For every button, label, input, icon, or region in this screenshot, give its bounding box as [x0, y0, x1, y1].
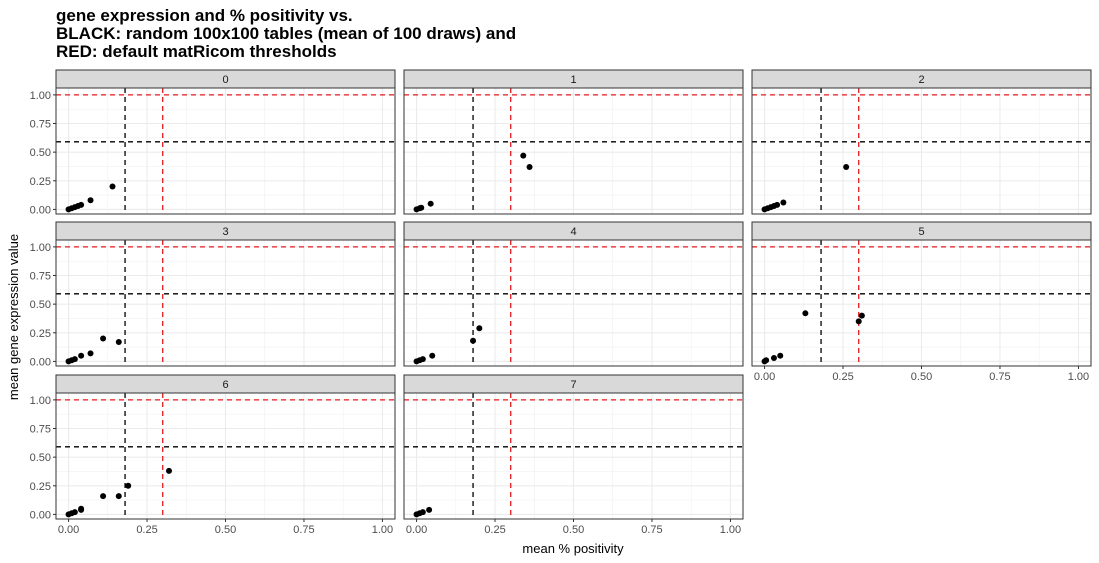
data-point: [777, 352, 784, 359]
x-tick-label: 0.00: [754, 371, 775, 383]
x-axis-title: mean % positivity: [522, 541, 624, 556]
facet-panel-0: 0 0.00 0.25 0.50 0.75 1.00: [30, 69, 396, 216]
data-point: [71, 509, 78, 516]
y-axis-title: mean gene expression value: [6, 234, 21, 400]
x-tick-label: 0.25: [484, 524, 505, 536]
facet-panel-3: 3 0.00 0.25 0.50 0.75 1.00: [30, 221, 396, 368]
y-tick-label: 0.00: [30, 509, 51, 521]
y-tick-label: 0.75: [30, 424, 51, 436]
data-point: [763, 357, 770, 364]
data-point: [526, 164, 533, 171]
panel-border: [751, 87, 1092, 215]
x-tick-label: 0.50: [215, 524, 236, 536]
data-point: [78, 352, 85, 359]
y-tick-label: 1.00: [30, 242, 51, 254]
data-point: [429, 352, 436, 359]
panel-border: [403, 239, 744, 367]
data-point: [78, 505, 85, 512]
facet-panel-2: 2: [751, 69, 1092, 215]
x-tick-label: 1.00: [1068, 371, 1089, 383]
panel-border: [403, 87, 744, 215]
x-tick-label: 0.75: [989, 371, 1010, 383]
facet-panel-6: 6 0.00 0.25 0.50 0.75 1.00 0.00 0.25 0.50 0.75 1.0…: [30, 374, 396, 536]
facet-strip-label: 3: [222, 226, 228, 238]
facet-strip-label: 5: [918, 226, 924, 238]
y-tick-label: 1.00: [30, 395, 51, 407]
y-tick-label: 0.00: [30, 204, 51, 216]
data-point: [419, 356, 426, 363]
chart-title-line-2: BLACK: random 100x100 tables (mean of 10…: [56, 24, 516, 43]
y-tick-label: 0.00: [30, 356, 51, 368]
data-point: [78, 201, 85, 208]
data-point: [125, 482, 132, 489]
x-tick-label: 0.75: [293, 524, 314, 536]
facet-panel-7: 7 0.00 0.25 0.50 0.75 1.00: [403, 374, 744, 536]
data-point: [115, 493, 122, 500]
data-point: [109, 183, 116, 190]
panel-border: [55, 87, 396, 215]
x-tick-label: 0.00: [58, 524, 79, 536]
data-point: [100, 335, 107, 342]
facet-strip-label: 7: [570, 379, 576, 391]
y-tick-label: 0.75: [30, 119, 51, 131]
y-tick-label: 0.50: [30, 147, 51, 159]
facet-strip-label: 1: [570, 74, 576, 86]
x-tick-label: 1.00: [720, 524, 741, 536]
facet-panel-1: 1: [403, 69, 744, 215]
data-point: [166, 467, 172, 474]
x-tick-label: 0.50: [911, 371, 932, 383]
data-point: [520, 152, 527, 159]
x-tick-label: 0.25: [832, 371, 853, 383]
x-tick-label: 0.00: [406, 524, 427, 536]
facet-strip-label: 2: [918, 74, 924, 86]
facet-strip-label: 0: [222, 74, 228, 86]
data-point: [100, 493, 107, 500]
chart-title-line-3: RED: default matRicom thresholds: [56, 42, 337, 61]
x-tick-label: 1.00: [372, 524, 393, 536]
y-tick-label: 1.00: [30, 90, 51, 102]
x-tick-label: 0.50: [563, 524, 584, 536]
data-point: [855, 318, 862, 325]
chart-title-line-1: gene expression and % positivity vs.: [56, 6, 353, 25]
data-point: [780, 199, 787, 206]
facet-strip-label: 4: [570, 226, 576, 238]
data-point: [770, 354, 777, 361]
y-tick-label: 0.75: [30, 271, 51, 283]
y-tick-label: 0.25: [30, 481, 51, 493]
data-point: [115, 338, 122, 345]
data-point: [87, 350, 94, 357]
data-point: [858, 312, 865, 319]
facet-panel-4: 4: [403, 221, 744, 367]
data-point: [470, 337, 477, 344]
y-tick-label: 0.50: [30, 452, 51, 464]
data-point: [802, 310, 809, 317]
x-tick-label: 0.75: [641, 524, 662, 536]
data-point: [418, 204, 425, 211]
y-tick-label: 0.25: [30, 176, 51, 188]
panel-border: [55, 239, 396, 367]
y-tick-label: 0.50: [30, 299, 51, 311]
data-point: [774, 201, 781, 208]
data-point: [843, 164, 850, 171]
data-point: [71, 356, 78, 363]
data-point: [87, 197, 94, 204]
x-tick-label: 0.25: [136, 524, 157, 536]
facet-strip-label: 6: [222, 379, 228, 391]
facet-panel-5: 5 0.00 0.25 0.50 0.75 1.00: [751, 221, 1092, 383]
data-point: [426, 506, 433, 513]
data-point: [427, 200, 434, 207]
data-point: [419, 509, 426, 516]
data-point: [476, 325, 483, 332]
facet-grid: 0 0.00 0.25 0.50 0.75 1.00 1 2 3 0.00 0.25 0.50 0.75…: [30, 69, 1092, 536]
y-tick-label: 0.25: [30, 328, 51, 340]
